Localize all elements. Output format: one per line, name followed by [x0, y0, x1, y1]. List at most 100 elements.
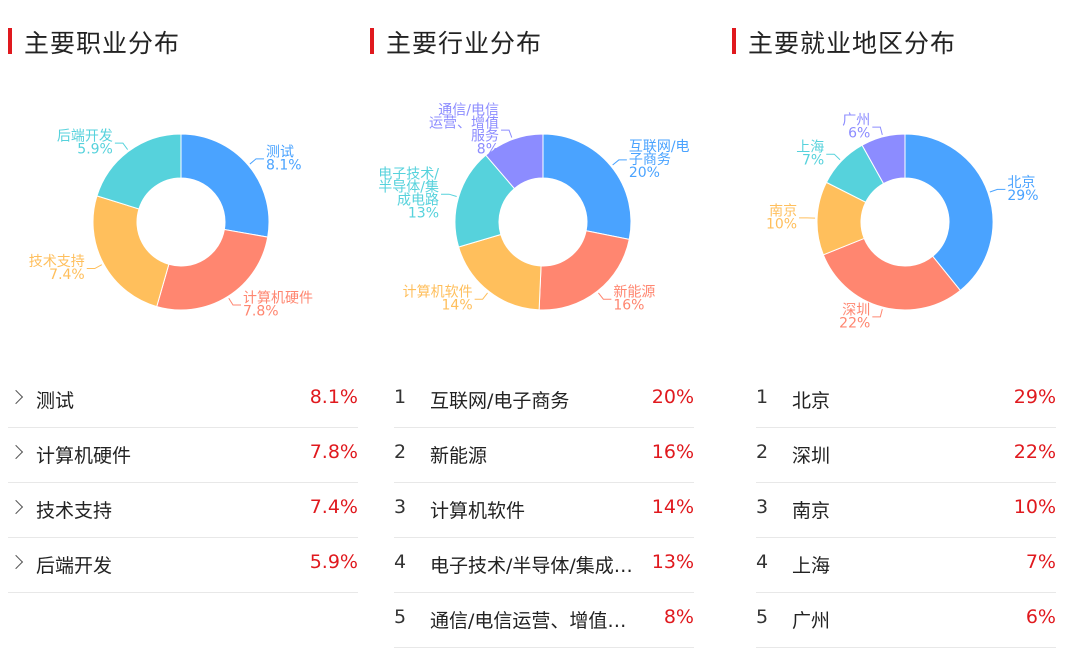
slice-name-label: 北京 — [1007, 175, 1035, 191]
label-leader-line — [114, 142, 129, 150]
slice-value-label: 7% — [802, 153, 824, 169]
slice-name-label: 成电路 — [397, 193, 439, 209]
slice-value-label: 8% — [477, 142, 499, 158]
slice-value-label: 14% — [442, 298, 473, 314]
chevron-right-icon — [8, 389, 24, 405]
item-name: 技术支持 — [36, 500, 113, 522]
slice-value-label: 10% — [766, 216, 797, 232]
label-leader-line — [598, 292, 612, 300]
panel-title: 主要职业分布 — [24, 29, 181, 58]
panel-region: 主要就业地区分布 北京 29% 深圳 22% 南京 10% 上海 7% 广州 6% 1 北京 29% 2… — [732, 0, 1057, 655]
item-name: 电子技术/半导体/集成… — [430, 555, 633, 577]
rank-number: 1 — [394, 386, 407, 408]
slice-value-label: 7.8% — [243, 304, 279, 320]
label-leader-line — [872, 308, 883, 318]
slice-name-label: 新能源 — [613, 285, 655, 301]
rank-number: 3 — [394, 496, 407, 518]
slice-name-label: 技术支持 — [29, 254, 85, 270]
label-leader-line — [441, 193, 457, 197]
slice-value-label: 22% — [839, 315, 870, 331]
list-item[interactable]: 1 互联网/电子商务 20% — [394, 372, 694, 428]
panel-industry: 主要行业分布 互联网/电 子商务 20% 新能源 16% 计算机软件 14% 电子技术/半导体… — [370, 0, 695, 655]
list-item[interactable]: 3 计算机软件 14% — [394, 482, 694, 538]
panel-occupation: 主要职业分布 测试 8.1% 计算机硬件 7.8% 技术支持 7.4% 后端开发 5.9% 测… — [8, 0, 358, 655]
item-name: 计算机硬件 — [36, 445, 132, 467]
chevron-right-icon — [8, 499, 24, 515]
title-accent-bar — [732, 28, 736, 54]
rank-number: 2 — [756, 441, 769, 463]
label-leader-line — [989, 188, 1006, 193]
panel-title: 主要行业分布 — [386, 29, 543, 58]
donut-slice[interactable] — [542, 133, 632, 240]
panel-title: 主要就业地区分布 — [748, 29, 957, 58]
list-item[interactable]: 2 新能源 16% — [394, 427, 694, 483]
item-name: 后端开发 — [36, 555, 113, 577]
slice-name-label: 互联网/电 — [629, 139, 690, 155]
slice-name-label: 后端开发 — [57, 129, 113, 145]
list-item[interactable]: 1 北京 29% — [756, 372, 1056, 428]
list-item[interactable]: 3 南京 10% — [756, 482, 1056, 538]
label-leader-line — [86, 264, 103, 270]
list-item[interactable]: 4 上海 7% — [756, 537, 1056, 593]
donut-slice[interactable] — [156, 228, 269, 311]
slice-name-label: 计算机软件 — [403, 285, 473, 301]
donut-slice[interactable] — [92, 195, 170, 308]
list-item[interactable]: 测试 8.1% — [8, 372, 358, 428]
rank-number: 5 — [756, 606, 769, 628]
slice-value-label: 6% — [848, 126, 870, 142]
slice-name-label: 南京 — [769, 203, 797, 219]
label-leader-line — [228, 298, 242, 306]
slice-name-label: 运营、增值 — [429, 116, 499, 132]
rank-number: 3 — [756, 496, 769, 518]
list-item[interactable]: 4 电子技术/半导体/集成… 13% — [394, 537, 694, 593]
rank-number: 5 — [394, 606, 407, 628]
item-name: 广州 — [792, 610, 831, 632]
item-percentage: 8% — [663, 606, 694, 628]
item-percentage: 6% — [1025, 606, 1056, 628]
slice-value-label: 13% — [408, 206, 439, 222]
item-percentage: 29% — [1013, 386, 1056, 408]
list-item[interactable]: 技术支持 7.4% — [8, 482, 358, 538]
item-name: 深圳 — [792, 445, 831, 467]
chevron-right-icon — [8, 554, 24, 570]
slice-value-label: 8.1% — [266, 157, 302, 173]
slice-name-label: 计算机硬件 — [243, 291, 313, 307]
item-percentage: 16% — [651, 441, 694, 463]
donut-slice[interactable] — [96, 133, 182, 210]
list-item[interactable]: 后端开发 5.9% — [8, 537, 358, 593]
slice-name-label: 半导体/集 — [378, 179, 439, 196]
slice-value-label: 20% — [629, 165, 660, 181]
donut-slice[interactable] — [861, 133, 906, 185]
slice-name-label: 服务 — [471, 129, 499, 145]
item-name: 上海 — [792, 555, 831, 577]
item-percentage: 7.4% — [309, 496, 358, 518]
rank-number: 1 — [756, 386, 769, 408]
slice-name-label: 深圳 — [842, 302, 870, 318]
slice-value-label: 5.9% — [77, 142, 113, 158]
slice-name-label: 测试 — [266, 144, 294, 160]
donut-slice[interactable] — [904, 133, 994, 292]
item-percentage: 7.8% — [309, 441, 358, 463]
slice-value-label: 16% — [613, 298, 644, 314]
item-percentage: 14% — [651, 496, 694, 518]
slice-name-label: 通信/电信 — [438, 103, 499, 119]
list-item[interactable]: 2 深圳 22% — [756, 427, 1056, 483]
list-item[interactable]: 5 广州 6% — [756, 592, 1056, 648]
slice-value-label: 7.4% — [49, 267, 85, 283]
donut-slice[interactable] — [822, 237, 961, 311]
chevron-right-icon — [8, 444, 24, 460]
list-item[interactable]: 5 通信/电信运营、增值… 8% — [394, 592, 694, 648]
donut-slice[interactable] — [485, 133, 544, 190]
list-item[interactable]: 计算机硬件 7.8% — [8, 427, 358, 483]
item-percentage: 7% — [1025, 551, 1056, 573]
label-leader-line — [872, 126, 883, 136]
item-percentage: 20% — [651, 386, 694, 408]
donut-slice[interactable] — [180, 133, 270, 238]
slice-name-label: 广州 — [842, 113, 870, 129]
rank-number: 4 — [756, 551, 769, 573]
label-leader-line — [474, 292, 488, 300]
item-percentage: 5.9% — [309, 551, 358, 573]
